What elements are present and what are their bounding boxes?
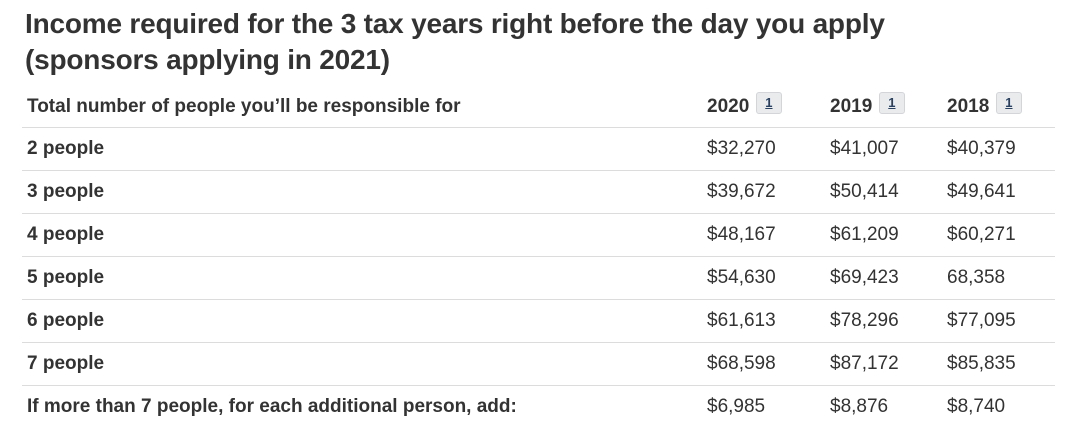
income-cell-2019: $69,423 (825, 256, 942, 300)
income-cell-2020: $6,985 (707, 395, 766, 417)
income-cell-2018: $85,835 (942, 342, 1055, 386)
income-cell-2018: 68,358 (942, 256, 1055, 300)
income-cell-2019: $50,414 (825, 170, 942, 214)
page-title-line1: Income required for the 3 tax years righ… (25, 8, 885, 39)
table-row: 5 people $54,630 $69,423 68,358 (22, 256, 1055, 300)
table-header-row: Total number of people you’ll be respons… (22, 87, 1055, 128)
page-title-line2: (sponsors applying in 2021) (25, 44, 390, 76)
income-cell-2019: $8,876 (830, 395, 889, 417)
income-cell-2019: $87,172 (825, 342, 942, 386)
income-cell-2018: $49,641 (942, 170, 1055, 214)
table-row: 3 people $39,672 $50,414 $49,641 (22, 170, 1055, 214)
column-header-people: Total number of people you’ll be respons… (22, 87, 702, 128)
footnote-1-link-2020[interactable]: 1 (756, 91, 782, 114)
row-label: If more than 7 people, for each addition… (27, 395, 517, 417)
table-row: 7 people $68,598 $87,172 $85,835 (22, 342, 1055, 386)
income-cell-2018: $60,271 (942, 213, 1055, 257)
row-label: 4 people (22, 213, 702, 257)
row-label: 7 people (22, 342, 702, 386)
row-label: 5 people (22, 256, 702, 300)
table-row: 6 people $61,613 $78,296 $77,095 (22, 299, 1055, 343)
row-label: 2 people (22, 127, 702, 171)
page: Income required for the 3 tax years righ… (0, 6, 1080, 431)
column-header-2020: 2020 1 (702, 87, 825, 128)
year-label-2019: 2019 (830, 95, 873, 117)
income-cell-2019: $41,007 (825, 127, 942, 171)
income-cell-2020: $39,672 (702, 170, 825, 214)
page-title: Income required for the 3 tax years righ… (25, 6, 1080, 79)
table-row: If more than 7 people, for each addition… (22, 385, 1055, 428)
income-cell-2020: $68,598 (702, 342, 825, 386)
column-header-2018: 2018 1 (942, 87, 1055, 128)
income-cell-2020: $54,630 (702, 256, 825, 300)
table-row: 2 people $32,270 $41,007 $40,379 (22, 127, 1055, 171)
year-label-2018: 2018 (947, 95, 990, 117)
footnote-1-link-2018[interactable]: 1 (996, 91, 1022, 114)
row-label: 3 people (22, 170, 702, 214)
income-cell-2018: $40,379 (942, 127, 1055, 171)
footnote-1-link-2019[interactable]: 1 (879, 91, 905, 114)
income-cell-2019: $78,296 (825, 299, 942, 343)
income-cell-2020: $32,270 (702, 127, 825, 171)
year-label-2020: 2020 (707, 95, 750, 117)
income-cell-2019: $61,209 (825, 213, 942, 257)
row-label: 6 people (22, 299, 702, 343)
income-cell-2018: $77,095 (942, 299, 1055, 343)
income-table: Total number of people you’ll be respons… (22, 87, 1055, 428)
income-cell-2018: $8,740 (947, 395, 1006, 417)
table-row: 4 people $48,167 $61,209 $60,271 (22, 213, 1055, 257)
income-cell-2020: $61,613 (702, 299, 825, 343)
income-cell-2020: $48,167 (702, 213, 825, 257)
column-header-2019: 2019 1 (825, 87, 942, 128)
